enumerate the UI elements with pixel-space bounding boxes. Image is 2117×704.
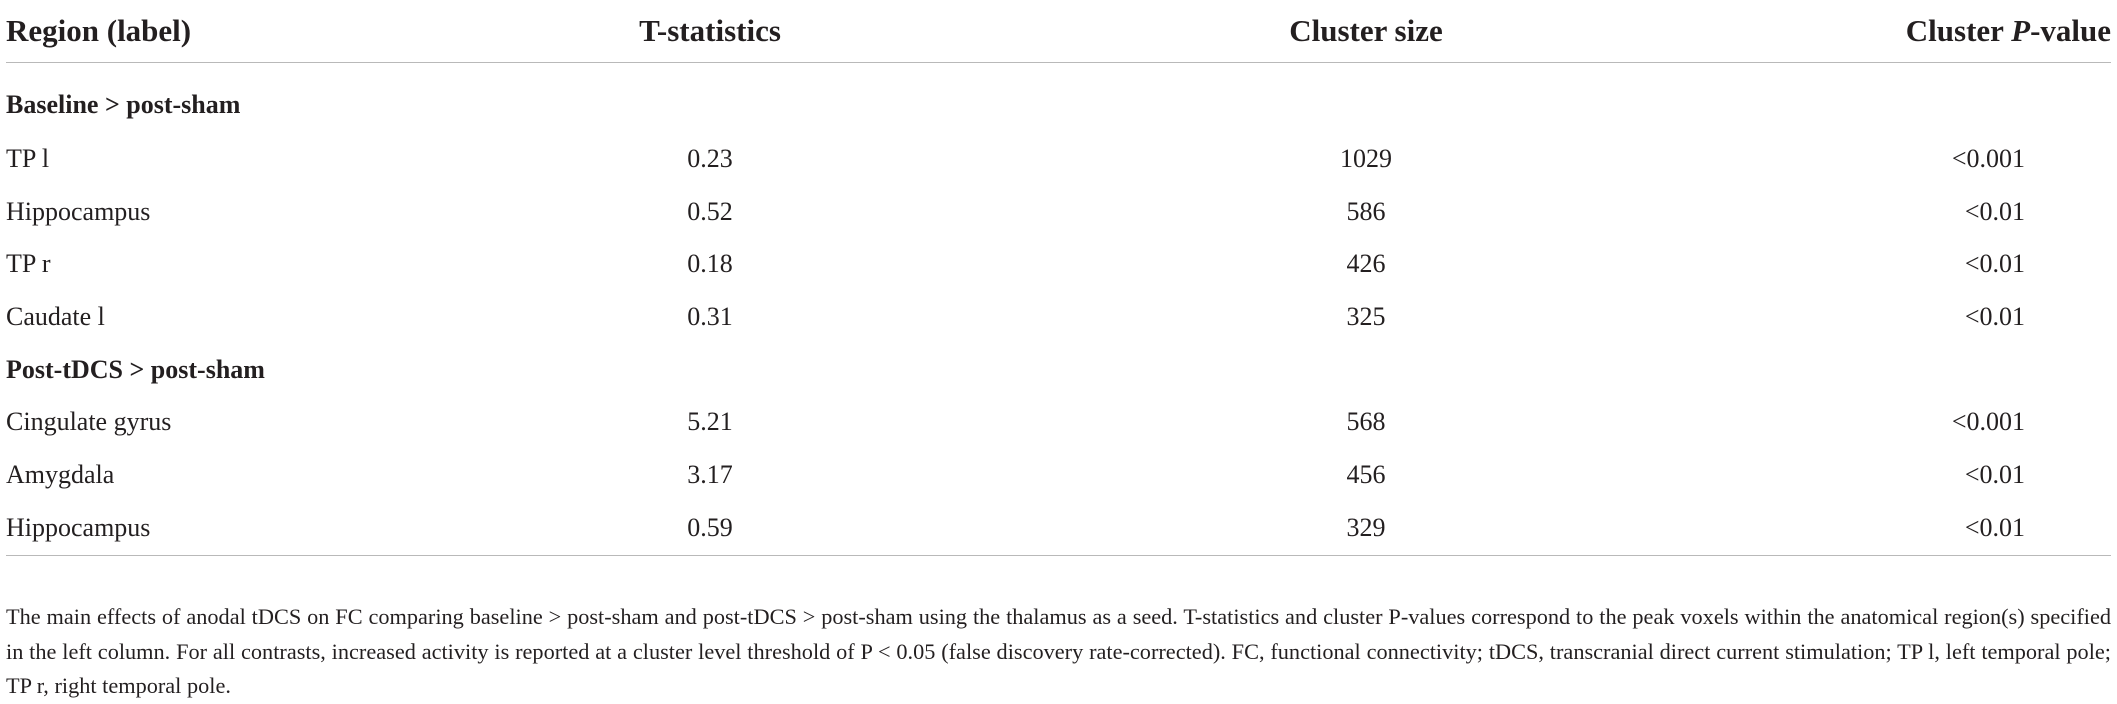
section-title-post-tdcs: Post-tDCS > post-sham	[6, 354, 265, 384]
table-row: TP l 0.23 1029 <0.001	[6, 133, 2111, 186]
cell-t-statistic: 0.52	[687, 196, 733, 226]
header-t-statistics: T-statistics	[526, 0, 1068, 63]
table-row: Cingulate gyrus 5.21 568 <0.001	[6, 396, 2111, 449]
cell-cluster-size: 329	[1068, 501, 1574, 557]
cell-region: Hippocampus	[6, 196, 151, 226]
cell-cluster-size: 426	[1346, 249, 1386, 279]
cell-p-value: <0.01	[1574, 501, 2111, 557]
cell-region: Cingulate gyrus	[6, 407, 172, 437]
cell-cluster-size: 586	[1346, 196, 1386, 226]
section-row: Post-tDCS > post-sham	[6, 343, 2111, 396]
table-row: TP r 0.18 426 <0.01	[6, 238, 2111, 291]
header-cluster-p-suffix: -value	[2030, 13, 2111, 48]
cell-region: TP r	[6, 249, 51, 279]
cell-t-statistic: 0.59	[526, 501, 1068, 557]
table-row: Caudate l 0.31 325 <0.01	[6, 291, 2111, 344]
cell-p-value: <0.001	[1951, 144, 2025, 174]
cell-region: Amygdala	[6, 459, 115, 489]
cell-cluster-size: 456	[1346, 459, 1386, 489]
cell-p-value: <0.001	[1951, 407, 2025, 437]
table-header-row: Region (label) T-statistics Cluster size…	[6, 0, 2111, 63]
section-title-baseline: Baseline > post-sham	[6, 90, 241, 119]
table-row: Hippocampus 0.52 586 <0.01	[6, 186, 2111, 239]
cell-region: Caudate l	[6, 302, 105, 332]
results-table: Region (label) T-statistics Cluster size…	[6, 0, 2111, 557]
cell-t-statistic: 3.17	[687, 459, 733, 489]
cell-p-value: <0.01	[1964, 249, 2025, 279]
cell-cluster-size: 1029	[1340, 144, 1392, 174]
cell-p-value: <0.01	[1964, 302, 2025, 332]
cell-t-statistic: 5.21	[687, 407, 733, 437]
cell-cluster-size: 325	[1346, 302, 1386, 332]
cell-region: Hippocampus	[6, 501, 526, 557]
cell-cluster-size: 568	[1346, 407, 1386, 437]
section-row: Baseline > post-sham	[6, 63, 2111, 134]
cell-p-value: <0.01	[1964, 459, 2025, 489]
cell-p-value: <0.01	[1964, 196, 2025, 226]
cell-t-statistic: 0.31	[687, 302, 733, 332]
results-table-container: Region (label) T-statistics Cluster size…	[6, 0, 2111, 557]
cell-t-statistic: 0.18	[687, 249, 733, 279]
table-row: Hippocampus 0.59 329 <0.01	[6, 501, 2111, 557]
table-footnote: The main effects of anodal tDCS on FC co…	[6, 604, 2111, 699]
cell-t-statistic: 0.23	[687, 144, 733, 174]
header-cluster-p-value: Cluster P-value	[1574, 0, 2111, 63]
header-cluster-size: Cluster size	[1068, 0, 1574, 63]
header-cluster-p-prefix: Cluster	[1905, 13, 2012, 48]
header-region: Region (label)	[6, 0, 526, 63]
table-row: Amygdala 3.17 456 <0.01	[6, 449, 2111, 502]
cell-region: TP l	[6, 144, 50, 174]
header-cluster-p-italic: P	[2011, 13, 2031, 48]
